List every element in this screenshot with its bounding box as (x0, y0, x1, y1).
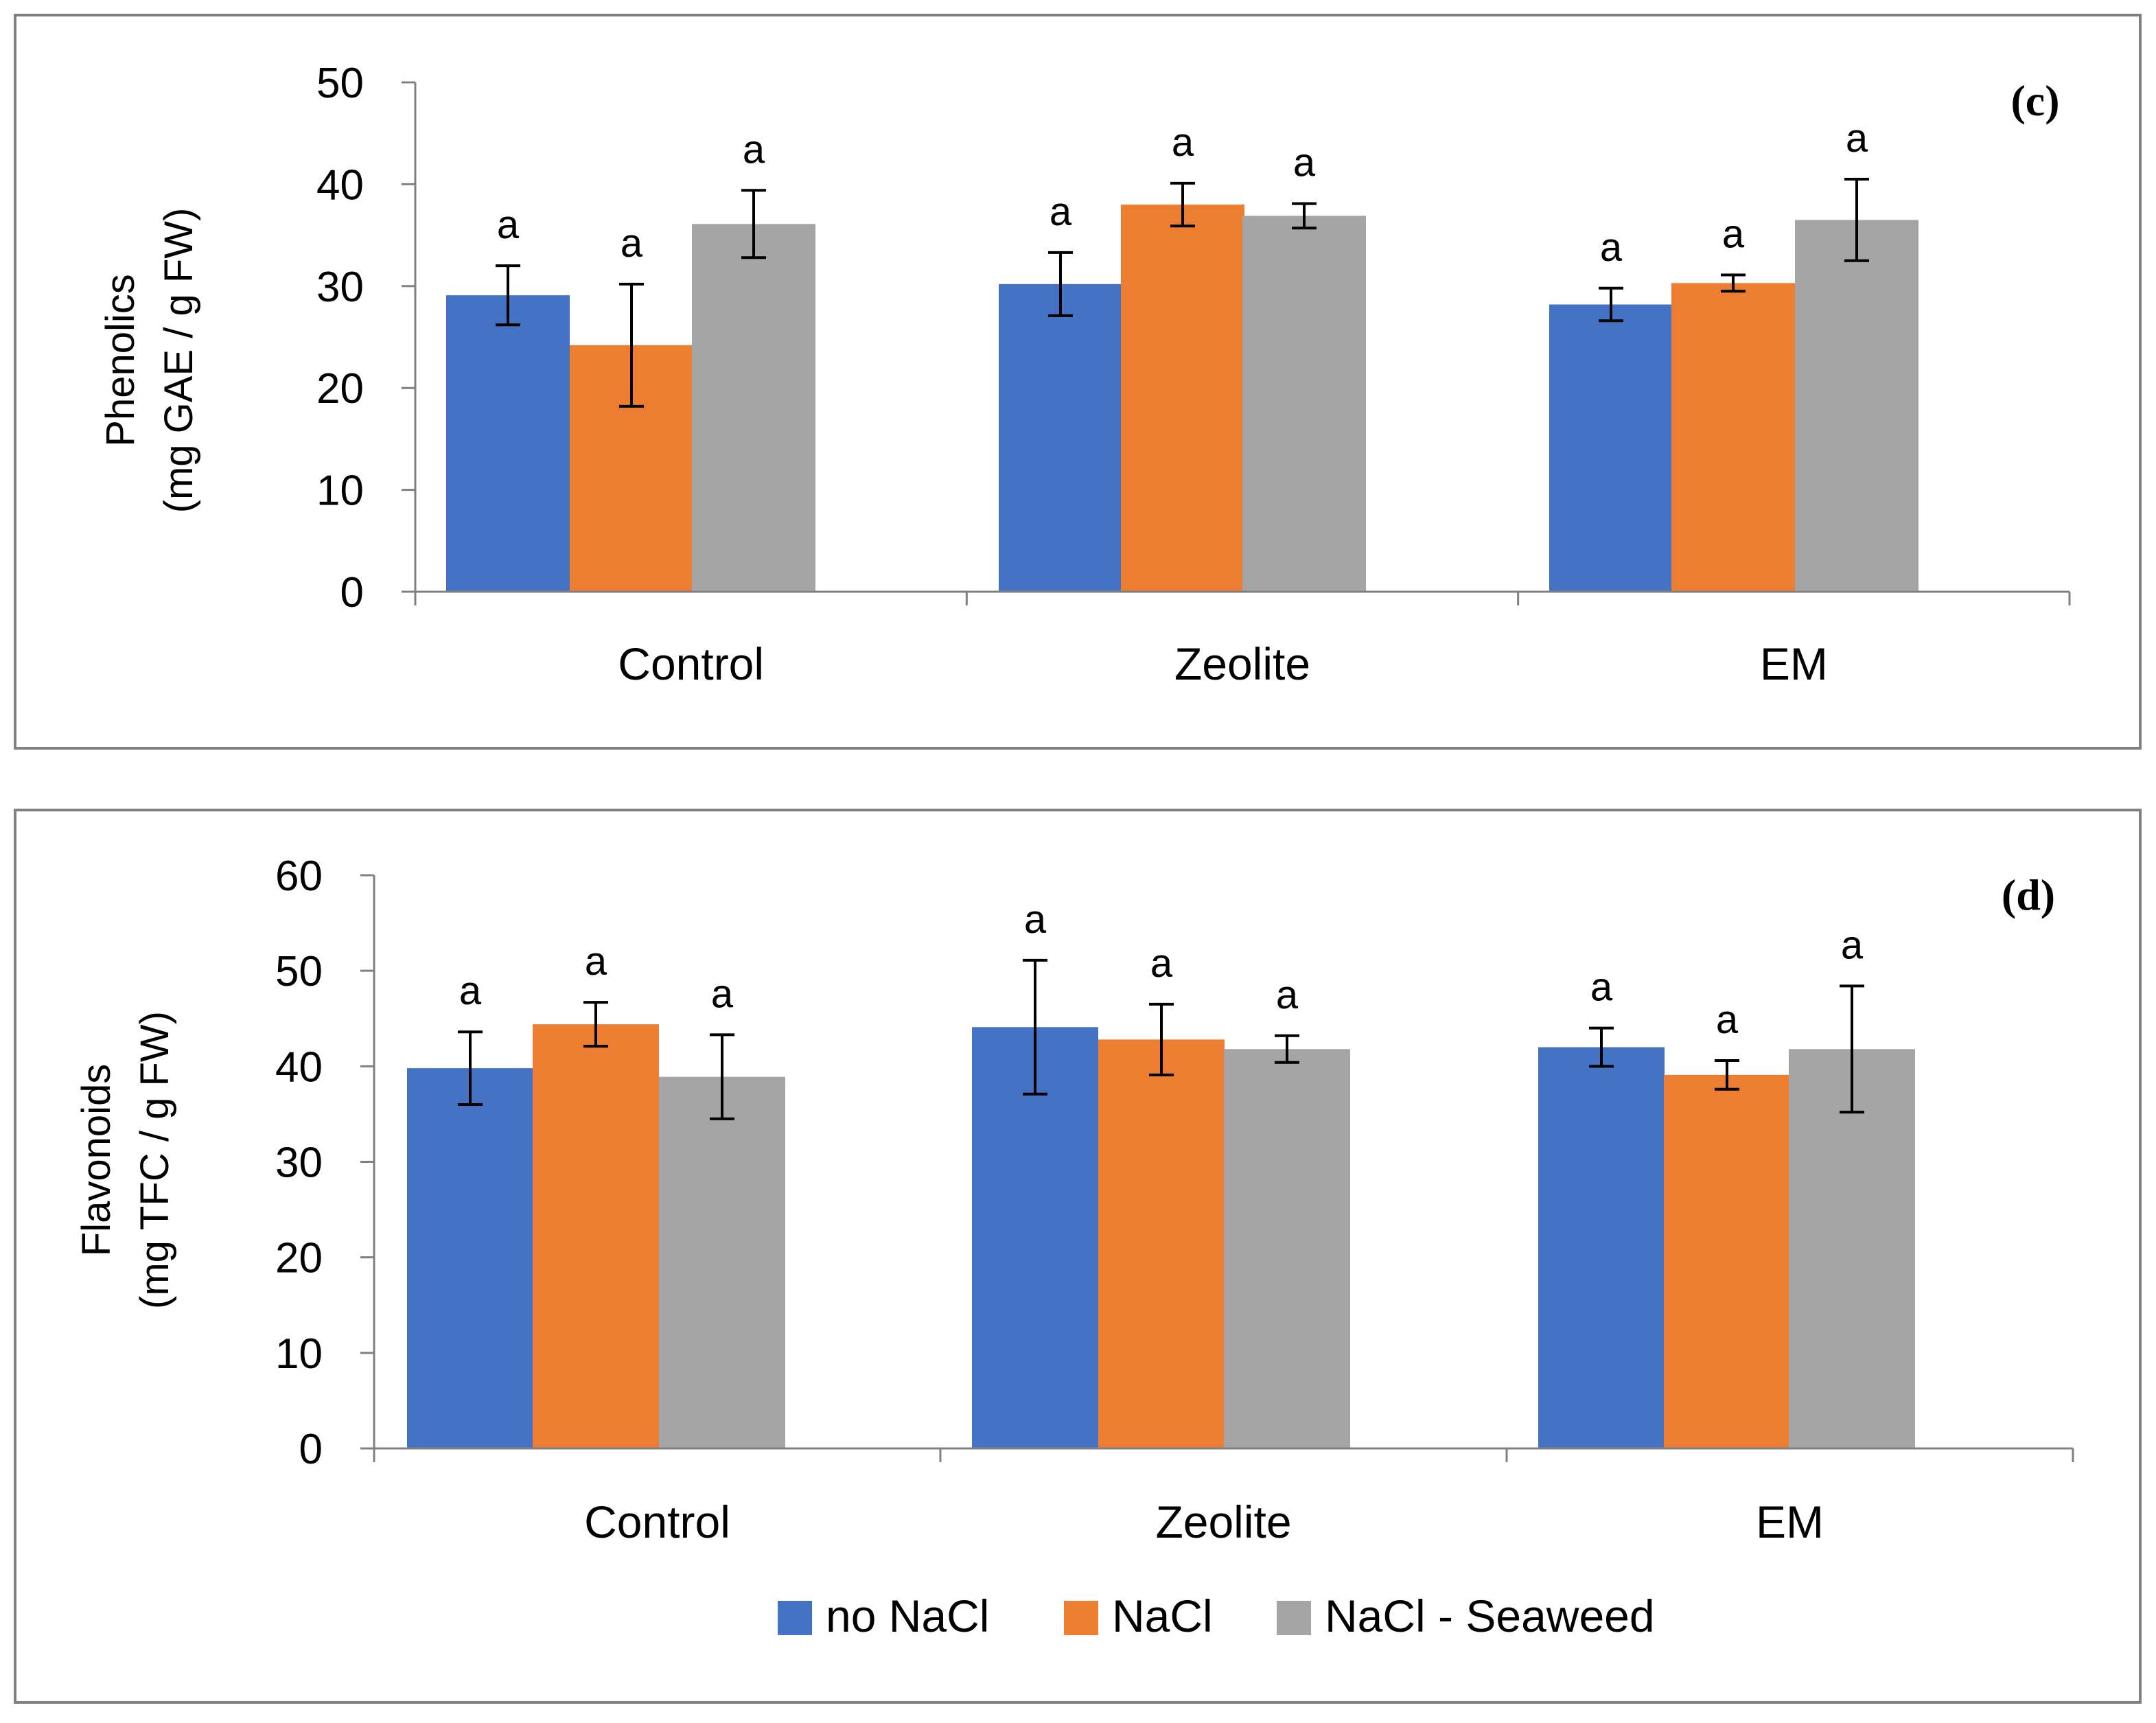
significance-letter: a (743, 127, 765, 172)
significance-letter: a (621, 221, 643, 266)
bar (1098, 1039, 1225, 1448)
bar (446, 295, 570, 592)
legend-label: NaCl - Seaweed (1325, 1591, 1655, 1641)
y-tick-label: 20 (316, 365, 364, 413)
bar (533, 1024, 659, 1448)
significance-letter: a (1172, 120, 1194, 165)
x-tick-label: Control (618, 638, 764, 689)
bar (1224, 1049, 1350, 1448)
bar (1538, 1047, 1665, 1448)
significance-letter: a (1024, 897, 1047, 942)
significance-letter: a (1293, 141, 1316, 185)
bar (659, 1076, 785, 1448)
x-tick-label: Control (584, 1496, 730, 1547)
y-tick-label: 0 (340, 569, 364, 616)
significance-letter: a (711, 971, 734, 1016)
bar (692, 224, 815, 592)
chart-panel-flavonoids: Flavonoids (mg TFC / g FW) (d) 0 10 20 30 40… (14, 809, 2142, 1704)
bar (999, 284, 1122, 592)
panel-border (14, 809, 2142, 1704)
legend-label: NaCl (1112, 1591, 1213, 1641)
y-axis-label-line2: (mg TFC / g FW) (132, 1011, 177, 1309)
bar (1671, 283, 1795, 592)
bar (1664, 1074, 1790, 1448)
legend: no NaCl NaCl NaCl - Seaweed (778, 1591, 1655, 1641)
x-tick-label: Zeolite (1155, 1496, 1291, 1547)
y-tick-label: 10 (316, 467, 364, 515)
bar (1789, 1049, 1915, 1448)
bar (1242, 216, 1366, 592)
y-axis-label: Flavonoids (mg TFC / g FW) (74, 1011, 177, 1309)
x-tick-label: EM (1760, 638, 1828, 689)
significance-letter: a (1276, 973, 1299, 1017)
significance-letter: a (1841, 923, 1864, 967)
significance-letter: a (1590, 965, 1613, 1010)
legend-swatch (778, 1601, 812, 1635)
y-tick-label: 50 (275, 948, 323, 995)
y-tick-label: 60 (275, 853, 323, 900)
legend-item-nacl: NaCl (1064, 1591, 1213, 1641)
y-tick-label: 30 (275, 1140, 323, 1187)
x-tick-label: Zeolite (1174, 638, 1310, 689)
significance-letter: a (459, 969, 482, 1013)
y-tick-label: 40 (316, 161, 364, 209)
y-tick-label: 40 (275, 1043, 323, 1091)
y-tick-label: 10 (275, 1330, 323, 1378)
y-tick-label: 0 (299, 1426, 323, 1473)
x-tick-label: EM (1756, 1496, 1824, 1547)
legend-label: no NaCl (826, 1591, 989, 1641)
significance-letter: a (497, 203, 520, 247)
plot-area: 0 10 20 30 40 50 a a a a a a a a a Control Zeolite EM (316, 60, 2071, 689)
y-axis-label-line1: Flavonoids (74, 1064, 119, 1256)
bar (407, 1068, 533, 1448)
significance-letter: a (1846, 116, 1868, 161)
panel-tag: (d) (2002, 870, 2055, 919)
y-tick-label: 30 (316, 264, 364, 311)
y-axis-label-line2: (mg GAE / g FW) (157, 208, 201, 513)
bar (1549, 304, 1673, 592)
y-tick-label: 50 (316, 60, 364, 107)
y-axis-label-line1: Phenolics (98, 274, 143, 446)
significance-letter: a (1150, 941, 1173, 986)
legend-item-nacl-seaweed: NaCl - Seaweed (1277, 1591, 1655, 1641)
legend-item-no-nacl: no NaCl (778, 1591, 989, 1641)
y-tick-label: 20 (275, 1235, 323, 1282)
chart-panel-phenolics: Phenolics (mg GAE / g FW) (c) 0 10 20 30 40 5… (14, 14, 2142, 750)
significance-letter: a (1050, 189, 1072, 234)
bar (1795, 220, 1919, 592)
bar (972, 1027, 1098, 1448)
significance-letter: a (585, 939, 607, 984)
bar (1121, 205, 1244, 592)
significance-letter: a (1600, 225, 1623, 270)
plot-area: 0 10 20 30 40 50 60 a a a a a a a a a Control Zeolite EM (275, 853, 2074, 1547)
panel-border (14, 14, 2142, 750)
legend-swatch (1064, 1601, 1098, 1635)
legend-swatch (1277, 1601, 1311, 1635)
y-axis-label: Phenolics (mg GAE / g FW) (98, 208, 201, 513)
significance-letter: a (1722, 211, 1745, 256)
significance-letter: a (1716, 997, 1739, 1042)
panel-tag: (c) (2010, 76, 2059, 125)
